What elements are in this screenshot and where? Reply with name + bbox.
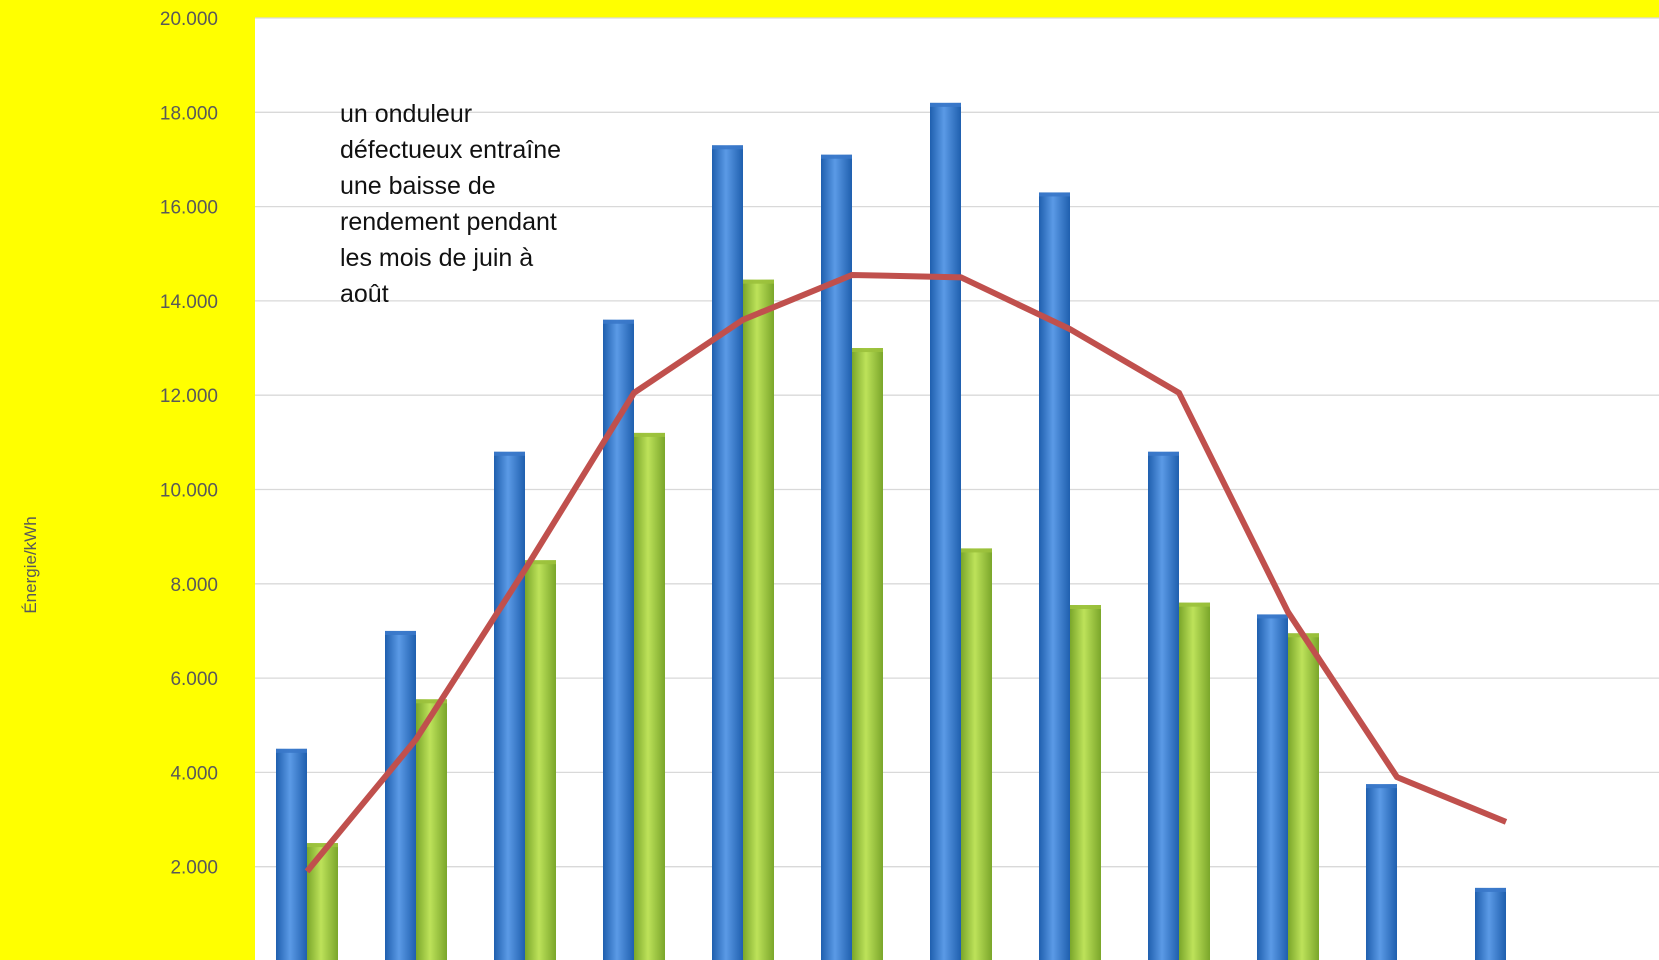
y-tick-label: 20.000: [160, 9, 218, 30]
bar-series-1-cap: [1148, 451, 1179, 456]
y-axis-ticks: 2.000 4.000 6.000 8.000 10.000 12.000 14.000 16…: [160, 9, 218, 879]
y-tick-label: 2.000: [170, 858, 218, 879]
bar-series-1-cap: [385, 630, 416, 635]
bar-series-2-cap: [961, 548, 992, 553]
bar-series-2: [1288, 633, 1319, 960]
y-tick-label: 6.000: [170, 669, 218, 690]
y-tick-label: 12.000: [160, 386, 218, 407]
line-series: [304, 271, 1508, 874]
bar-series-1: [1257, 614, 1288, 960]
bar-series-2: [416, 699, 447, 960]
bar-series-1-cap: [1366, 784, 1397, 789]
bar-series-1-cap: [494, 451, 525, 456]
trend-line: [304, 271, 1508, 874]
bar-series-2: [1070, 605, 1101, 960]
bar-series-1-cap: [821, 154, 852, 159]
bar-series-1-cap: [1039, 192, 1070, 197]
bar-series-1: [603, 319, 634, 960]
bars: [276, 102, 1506, 960]
bar-series-1: [712, 145, 743, 960]
bar-series-2-cap: [416, 699, 447, 704]
bar-series-1: [930, 102, 961, 960]
bar-series-2-cap: [1070, 605, 1101, 610]
bar-series-2-cap: [525, 560, 556, 565]
bar-series-2: [634, 432, 665, 960]
bar-series-1: [385, 630, 416, 960]
y-axis-title: Énergie/kWh: [21, 516, 40, 613]
bar-series-2-cap: [634, 432, 665, 437]
y-tick-label: 4.000: [170, 763, 218, 784]
bar-series-1-cap: [1257, 614, 1288, 619]
bar-series-2: [1179, 602, 1210, 960]
bar-series-2-cap: [307, 843, 338, 848]
bar-series-1-cap: [930, 102, 961, 107]
y-tick-label: 16.000: [160, 198, 218, 219]
bar-series-1: [1366, 784, 1397, 960]
bar-series-1: [821, 154, 852, 960]
bar-series-1-cap: [603, 319, 634, 324]
bar-series-1: [1475, 887, 1506, 960]
bar-series-1: [1148, 451, 1179, 960]
bar-series-1: [494, 451, 525, 960]
y-tick-label: 10.000: [160, 481, 218, 502]
bar-series-2: [743, 279, 774, 960]
bar-series-1-cap: [1475, 887, 1506, 892]
chart-annotation: un onduleur défectueux entraîne une bais…: [340, 100, 561, 308]
y-tick-label: 14.000: [160, 292, 218, 313]
y-tick-label: 18.000: [160, 103, 218, 124]
bar-series-1: [276, 748, 307, 960]
bar-series-1: [1039, 192, 1070, 960]
bar-series-1-cap: [712, 145, 743, 150]
bar-series-2-cap: [1179, 602, 1210, 607]
bar-series-2: [961, 548, 992, 960]
bar-series-2: [307, 843, 338, 960]
bar-series-2: [525, 560, 556, 960]
bar-series-2: [852, 348, 883, 960]
bar-series-1-cap: [276, 748, 307, 753]
y-tick-label: 8.000: [170, 575, 218, 596]
bar-series-2-cap: [743, 279, 774, 284]
bar-series-2-cap: [852, 348, 883, 353]
